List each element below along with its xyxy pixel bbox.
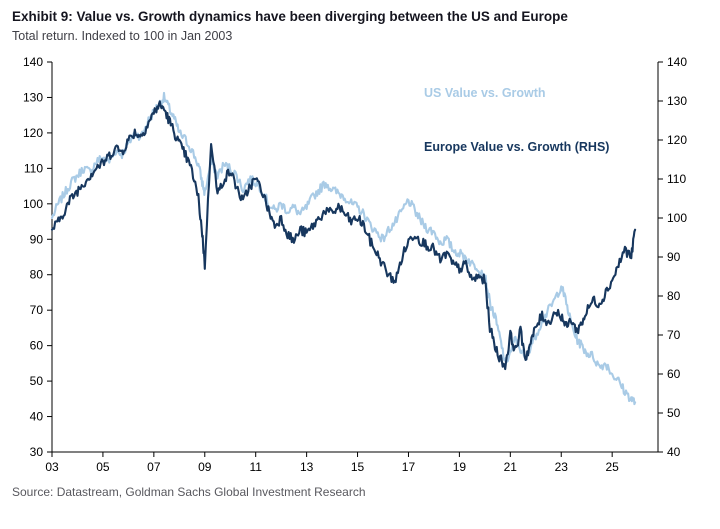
svg-text:110: 110 xyxy=(24,161,43,175)
legend-us-value-vs-growth: US Value vs. Growth xyxy=(424,85,546,100)
svg-text:140: 140 xyxy=(667,55,687,69)
svg-text:140: 140 xyxy=(23,55,43,69)
svg-text:21: 21 xyxy=(504,460,518,474)
svg-text:03: 03 xyxy=(45,460,59,474)
svg-text:90: 90 xyxy=(667,250,681,264)
svg-text:40: 40 xyxy=(667,445,681,459)
source-note: Source: Datastream, Goldman Sachs Global… xyxy=(12,484,366,499)
svg-text:25: 25 xyxy=(605,460,619,474)
svg-text:50: 50 xyxy=(30,374,44,388)
svg-text:60: 60 xyxy=(30,339,44,353)
svg-text:19: 19 xyxy=(453,460,467,474)
svg-text:70: 70 xyxy=(667,328,681,342)
svg-text:15: 15 xyxy=(351,460,365,474)
svg-text:100: 100 xyxy=(23,197,43,211)
svg-text:80: 80 xyxy=(30,268,44,282)
svg-text:90: 90 xyxy=(30,232,44,246)
svg-text:120: 120 xyxy=(667,133,687,147)
svg-text:110: 110 xyxy=(667,172,686,186)
svg-text:120: 120 xyxy=(23,126,43,140)
legend-europe-value-vs-growth: Europe Value vs. Growth (RHS) xyxy=(424,139,610,154)
svg-text:100: 100 xyxy=(667,211,687,225)
svg-text:130: 130 xyxy=(23,90,43,104)
svg-text:60: 60 xyxy=(667,367,681,381)
chart-header: Exhibit 9: Value vs. Growth dynamics hav… xyxy=(0,0,720,43)
svg-text:07: 07 xyxy=(147,460,161,474)
svg-text:17: 17 xyxy=(402,460,416,474)
svg-text:40: 40 xyxy=(30,409,44,423)
svg-text:11: 11 xyxy=(249,460,262,474)
svg-text:80: 80 xyxy=(667,289,681,303)
svg-text:130: 130 xyxy=(667,94,687,108)
svg-text:50: 50 xyxy=(667,406,681,420)
svg-text:09: 09 xyxy=(198,460,212,474)
svg-text:05: 05 xyxy=(96,460,110,474)
svg-text:23: 23 xyxy=(555,460,569,474)
chart-area: 30 40 50 60 70 80 90 100 110 120 130 140 40 50 60 70 80 9… xyxy=(0,47,720,479)
svg-text:70: 70 xyxy=(30,303,44,317)
line-chart-canvas: 30 40 50 60 70 80 90 100 110 120 130 140 40 50 60 70 80 9… xyxy=(23,55,687,474)
svg-text:30: 30 xyxy=(30,445,44,459)
chart-title: Exhibit 9: Value vs. Growth dynamics hav… xyxy=(12,9,568,24)
svg-text:13: 13 xyxy=(300,460,314,474)
chart-subtitle: Total return. Indexed to 100 in Jan 2003 xyxy=(12,28,233,43)
